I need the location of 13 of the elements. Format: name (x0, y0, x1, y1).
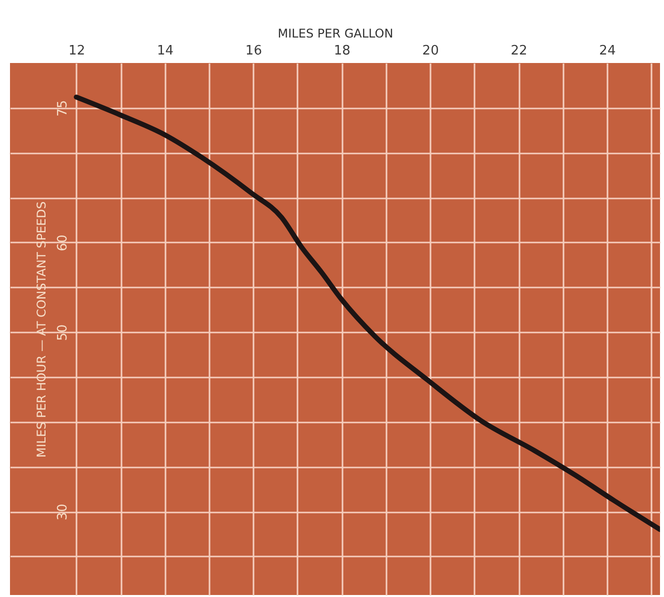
y-tick-label: 30 (56, 504, 70, 520)
x-tick-label: 18 (334, 44, 350, 58)
y-axis-title: MILES PER HOUR — AT CONSTANT SPEEDS (34, 201, 48, 458)
x-tick-label: 20 (422, 44, 439, 58)
x-tick-label: 14 (156, 44, 174, 58)
x-axis-title: MILES PER GALLON (278, 26, 394, 40)
y-tick-label: 50 (56, 324, 70, 341)
x-tick-label: 24 (599, 44, 616, 58)
x-tick-label: 16 (245, 44, 262, 58)
y-tick-label: 75 (56, 100, 70, 117)
x-tick-label: 22 (510, 44, 528, 58)
y-tick-label: 60 (56, 234, 70, 252)
x-tick-label: 12 (68, 44, 86, 58)
